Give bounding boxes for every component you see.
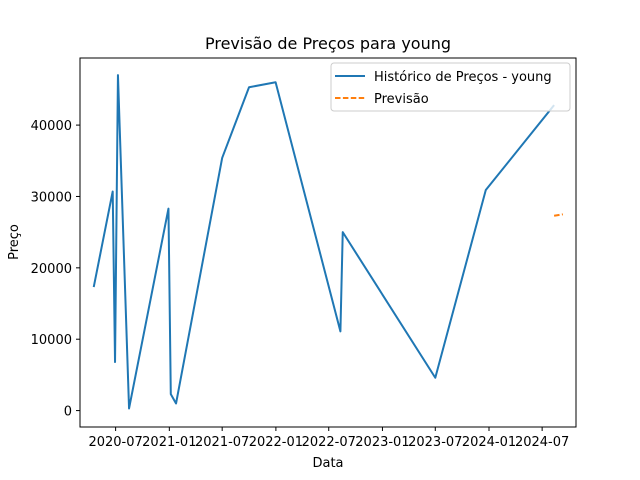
x-tick-label: 2021-01 xyxy=(142,435,196,450)
legend: Histórico de Preços - young Previsão xyxy=(330,62,571,112)
x-tick-label: 2020-07 xyxy=(88,435,142,450)
legend-label-historico: Histórico de Preços - young xyxy=(374,70,552,85)
x-tick-label: 2024-01 xyxy=(462,435,516,450)
y-tick-label: 0 xyxy=(64,405,72,420)
x-tick-label: 2022-01 xyxy=(249,435,303,450)
x-axis-title: Data xyxy=(312,456,343,471)
x-tick-label: 2024-07 xyxy=(515,435,569,450)
legend-label-previsao: Previsão xyxy=(374,92,429,107)
y-tick-label: 10000 xyxy=(31,333,72,348)
legend-box xyxy=(330,62,571,112)
series-line-historico xyxy=(92,74,555,410)
x-tick-label: 2022-07 xyxy=(302,435,356,450)
plot-frame xyxy=(79,57,577,428)
x-tick-label: 2023-01 xyxy=(355,435,409,450)
chart-title: Previsão de Preços para young xyxy=(205,34,451,53)
y-axis-ticks: 0 10000 20000 30000 40000 xyxy=(31,119,80,420)
plot-marks xyxy=(92,74,564,410)
x-tick-label: 2023-07 xyxy=(408,435,462,450)
y-tick-label: 30000 xyxy=(31,190,72,205)
y-tick-label: 40000 xyxy=(31,119,72,134)
series-line-previsao xyxy=(553,213,564,217)
y-tick-label: 20000 xyxy=(31,262,72,277)
y-axis-title: Preço xyxy=(7,224,22,260)
x-tick-label: 2021-07 xyxy=(195,435,249,450)
